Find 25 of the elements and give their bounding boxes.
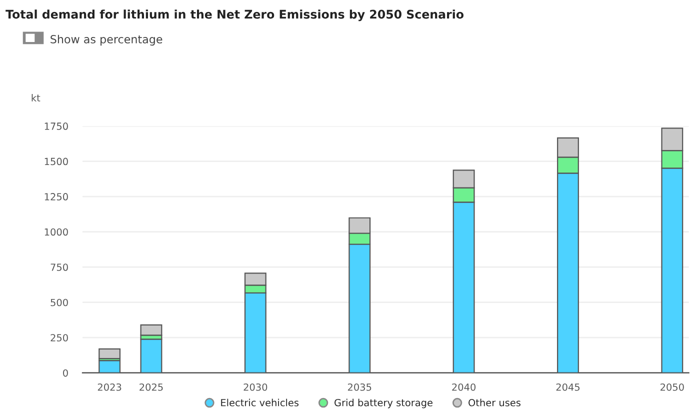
legend-label: Grid battery storage <box>334 398 432 408</box>
bar <box>140 324 162 336</box>
x-tick-label: 2040 <box>452 383 476 391</box>
y-tick-label: 1000 <box>44 228 68 236</box>
legend-label: Electric vehicles <box>221 398 299 406</box>
x-tick-label: 2030 <box>244 383 268 391</box>
y-tick-label: 0 <box>63 369 68 377</box>
bar <box>140 338 162 373</box>
x-tick-label: 2023 <box>98 383 122 391</box>
x-tick-label: 2045 <box>556 383 580 391</box>
x-tick-label: 2025 <box>140 383 163 391</box>
chart-subtitle: Show as percentage <box>50 34 162 46</box>
y-tick-label: 1500 <box>44 158 68 166</box>
y-tick-label: 1250 <box>44 193 68 200</box>
chart-title: Total demand for lithium in the Net Zero Emissions by 2050 Scenario <box>6 10 464 22</box>
y-tick-label: 250 <box>50 334 68 342</box>
y-axis-title: kt <box>32 94 40 102</box>
bar <box>98 360 121 373</box>
y-tick-label: 500 <box>50 298 68 306</box>
legend-label: Other uses <box>468 398 520 406</box>
x-tick-label: 2035 <box>348 383 372 391</box>
x-tick-label: 2050 <box>660 383 684 391</box>
bar <box>98 348 121 360</box>
y-tick-label: 1750 <box>44 122 68 130</box>
y-tick-label: 750 <box>50 264 68 271</box>
